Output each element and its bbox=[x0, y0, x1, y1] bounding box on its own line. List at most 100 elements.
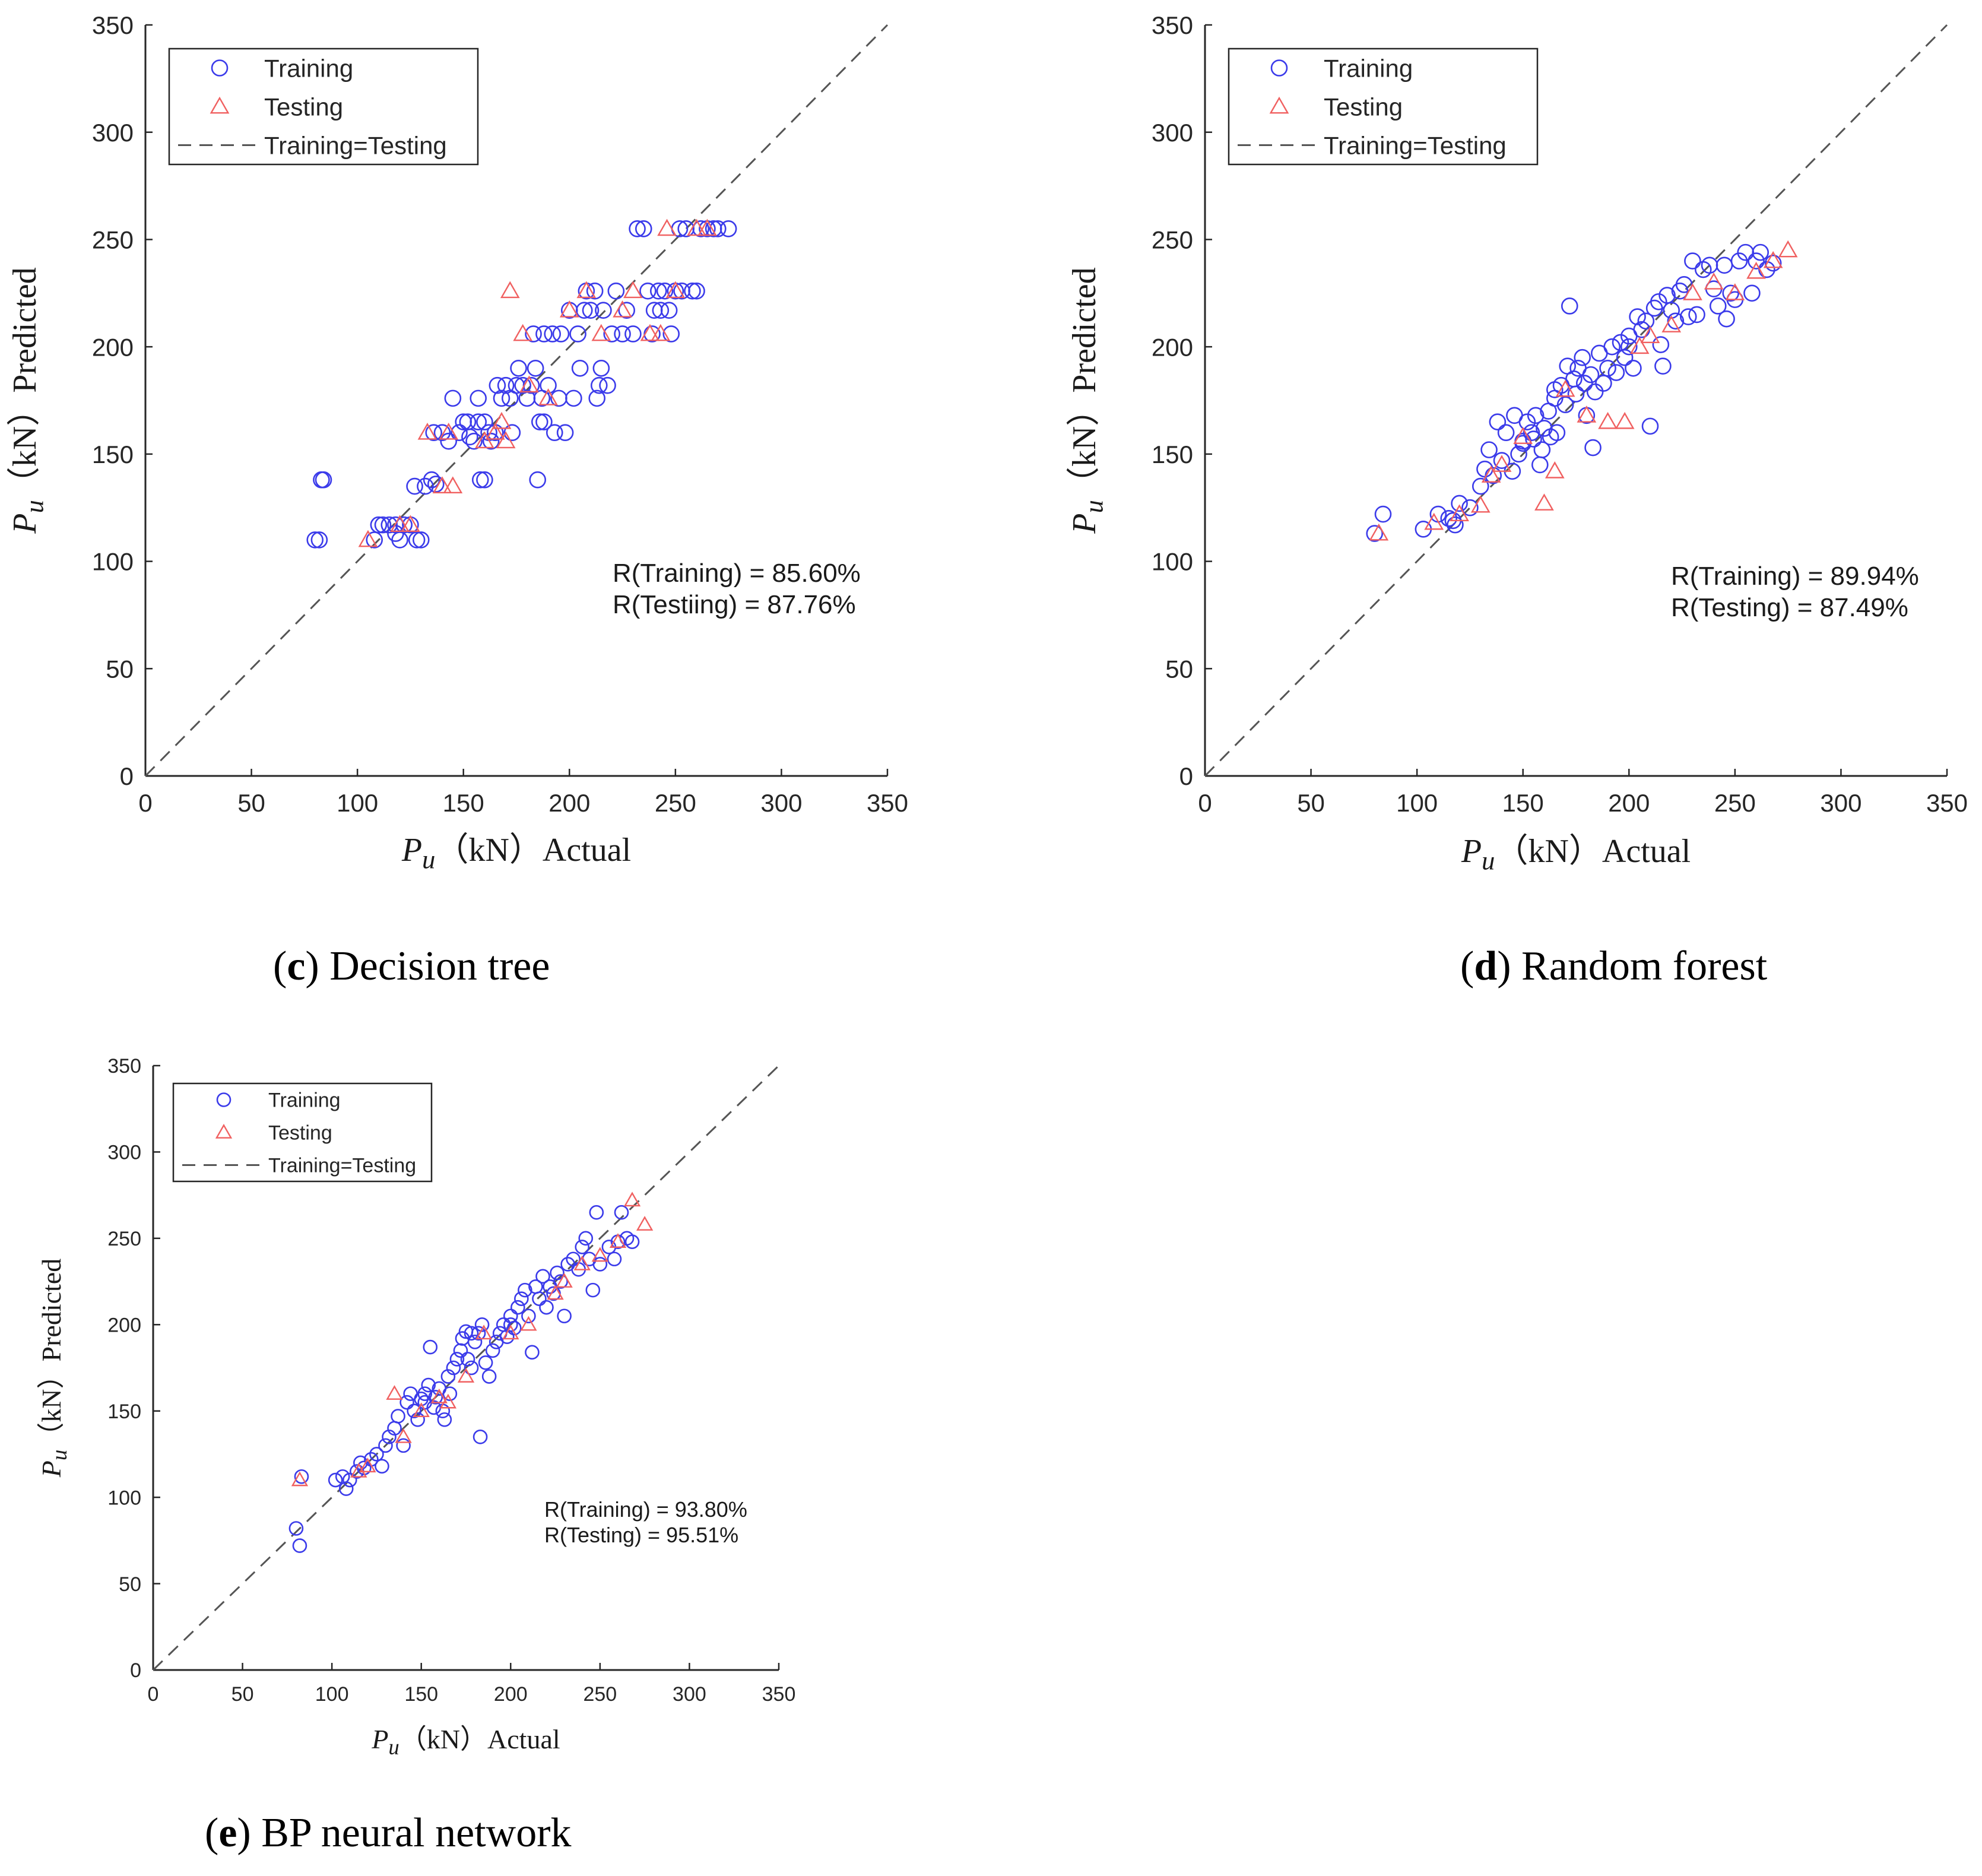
training-point bbox=[1629, 308, 1646, 325]
x-tick-label: 150 bbox=[443, 789, 484, 817]
testing-point bbox=[1683, 283, 1702, 300]
training-point bbox=[315, 471, 332, 489]
testing-point bbox=[547, 1285, 564, 1300]
training-point bbox=[684, 282, 701, 300]
y-axis-label: Pu（kN）Predicted bbox=[1066, 267, 1108, 534]
training-point bbox=[310, 531, 328, 549]
legend-testing-marker bbox=[1269, 96, 1289, 114]
y-tick-label: 200 bbox=[92, 333, 134, 361]
training-point bbox=[595, 302, 612, 319]
testing-point bbox=[291, 1471, 309, 1487]
training-point bbox=[444, 389, 462, 407]
testing-point bbox=[1746, 261, 1766, 279]
training-point bbox=[1667, 312, 1685, 330]
training-point bbox=[467, 1335, 483, 1349]
training-point bbox=[1718, 310, 1735, 328]
training-point bbox=[514, 1291, 529, 1306]
training-point bbox=[652, 302, 670, 319]
legend: Training Testing Training=Testing bbox=[168, 47, 479, 166]
training-point bbox=[328, 1472, 343, 1488]
training-point bbox=[1565, 370, 1583, 388]
y-tick-label: 300 bbox=[1152, 119, 1193, 147]
training-point bbox=[497, 376, 515, 394]
training-point bbox=[585, 1282, 601, 1298]
training-point bbox=[607, 1251, 622, 1267]
legend: Training Testing Training=Testing bbox=[172, 1082, 433, 1183]
testing-point bbox=[457, 1368, 475, 1383]
testing-point bbox=[1577, 405, 1597, 423]
legend-box bbox=[1228, 47, 1539, 166]
training-point bbox=[660, 302, 678, 319]
training-point bbox=[417, 1386, 433, 1401]
y-axis-label: Pu（kN）Predicted bbox=[36, 1259, 71, 1478]
training-point bbox=[423, 471, 440, 489]
training-point bbox=[1556, 396, 1574, 414]
testing-point bbox=[623, 1191, 641, 1207]
chart-caption: (e) BP neural network bbox=[205, 1810, 572, 1856]
testing-point bbox=[1481, 465, 1501, 483]
x-tick-label: 350 bbox=[762, 1683, 796, 1706]
training-point bbox=[470, 389, 487, 407]
legend: Training Testing Training=Testing bbox=[1228, 47, 1539, 166]
training-point bbox=[493, 389, 510, 407]
testing-point bbox=[613, 300, 632, 318]
training-point bbox=[472, 1430, 488, 1444]
training-point bbox=[446, 1360, 461, 1376]
legend-training-marker bbox=[211, 59, 229, 77]
training-point bbox=[539, 1300, 554, 1315]
legend-diagonal-label: Training=Testing bbox=[268, 1155, 416, 1177]
testing-point bbox=[1450, 504, 1469, 521]
testing-point bbox=[401, 515, 420, 533]
training-point bbox=[629, 220, 646, 237]
y-tick-label: 0 bbox=[120, 762, 134, 790]
y-tick-label: 250 bbox=[107, 1228, 141, 1250]
training-point bbox=[1374, 505, 1392, 523]
training-point bbox=[425, 424, 443, 442]
training-point bbox=[470, 413, 487, 430]
training-point bbox=[410, 1412, 425, 1427]
training-point bbox=[552, 325, 570, 343]
training-point bbox=[1584, 439, 1602, 457]
x-tick-label: 250 bbox=[1714, 789, 1756, 817]
training-point bbox=[292, 1538, 307, 1553]
training-point bbox=[571, 359, 589, 377]
x-tick-label: 200 bbox=[548, 789, 590, 817]
training-point bbox=[565, 389, 582, 407]
testing-point bbox=[1615, 411, 1635, 429]
training-point bbox=[1561, 297, 1578, 315]
x-tick-label: 150 bbox=[404, 1683, 438, 1706]
training-point bbox=[514, 376, 532, 394]
training-point bbox=[407, 1403, 421, 1419]
training-point bbox=[592, 1257, 608, 1272]
testing-point bbox=[1778, 240, 1798, 258]
y-tick-label: 100 bbox=[1152, 548, 1193, 576]
training-point bbox=[607, 282, 625, 300]
training-point bbox=[1429, 505, 1447, 523]
testing-point bbox=[591, 324, 611, 341]
testing-point bbox=[513, 324, 533, 341]
training-point bbox=[455, 413, 472, 430]
training-point bbox=[553, 1274, 568, 1289]
training-point bbox=[1548, 424, 1566, 442]
testing-point bbox=[1598, 411, 1618, 429]
y-tick-label: 50 bbox=[119, 1573, 141, 1596]
training-point bbox=[1582, 366, 1600, 384]
training-point bbox=[532, 1291, 547, 1306]
y-tick-label: 50 bbox=[106, 655, 134, 683]
training-point bbox=[375, 1459, 389, 1474]
training-point bbox=[521, 1308, 536, 1324]
training-point bbox=[474, 1317, 490, 1332]
testing-point bbox=[1492, 455, 1512, 472]
training-point bbox=[476, 413, 493, 430]
testing-point bbox=[1661, 315, 1682, 332]
training-point bbox=[1625, 359, 1642, 377]
testing-point bbox=[390, 515, 410, 533]
training-point bbox=[618, 302, 636, 319]
training-point bbox=[569, 325, 586, 343]
training-point bbox=[382, 1430, 397, 1444]
y-tick-label: 250 bbox=[92, 226, 134, 254]
training-point bbox=[489, 376, 506, 394]
legend-testing-label: Testing bbox=[264, 93, 343, 121]
training-point bbox=[1679, 308, 1697, 325]
